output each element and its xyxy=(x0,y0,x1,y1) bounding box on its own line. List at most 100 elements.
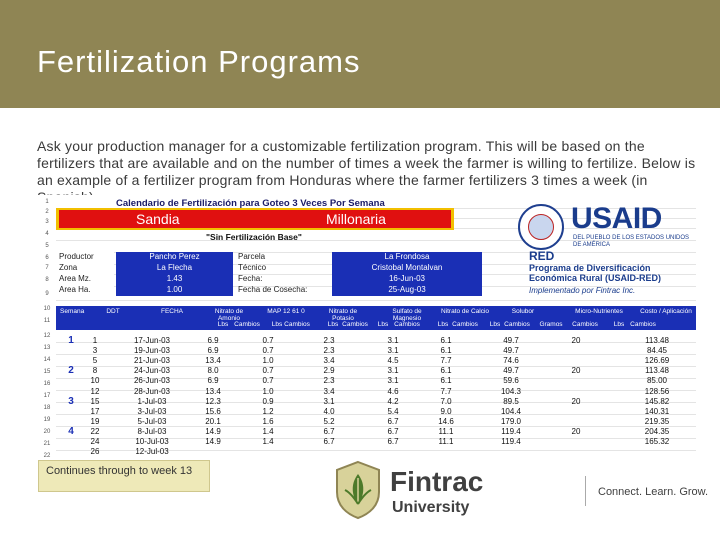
cell-na: 13.4 xyxy=(205,356,221,366)
cell-sol: 89.5 xyxy=(503,396,519,406)
cell-sm: 4.5 xyxy=(387,356,399,366)
slide-body-text: Ask your production manager for a custom… xyxy=(37,138,696,198)
cell-sm: 6.7 xyxy=(387,416,399,426)
cell-sol: 49.7 xyxy=(503,346,519,356)
cell-ddt: 12 xyxy=(90,386,100,396)
cell-ddt: 26 xyxy=(90,447,100,457)
cell-map: 0.7 xyxy=(262,336,274,345)
cell-sm: 6.7 xyxy=(387,426,399,436)
row-number: 20 xyxy=(43,429,51,435)
cell-fecha: 5-Jul-03 xyxy=(137,416,167,426)
red-wordmark: RED xyxy=(529,249,555,263)
cell-sol: 119.4 xyxy=(501,426,521,436)
title-bar: Fertilization Programs xyxy=(0,0,720,108)
cell-ddt: 24 xyxy=(90,437,100,446)
cell-nc: 7.7 xyxy=(440,386,452,396)
cell-costo: 165.32 xyxy=(644,437,670,446)
cell-map: 0.7 xyxy=(262,366,274,376)
info-label: Técnico xyxy=(238,263,267,272)
week-number: 3 xyxy=(68,395,74,407)
fertilization-spreadsheet: 1234567891011121314151617181920212223 Ca… xyxy=(38,195,698,457)
cell-nc: 7.7 xyxy=(440,356,452,366)
cell-mic: 20 xyxy=(571,366,581,376)
subheader-cambios: Cambios xyxy=(342,321,368,328)
cell-map: 0.7 xyxy=(262,376,274,386)
cell-sm: 3.1 xyxy=(387,376,399,386)
cell-map: 1.0 xyxy=(262,386,274,396)
subheader-cambios: Cambios xyxy=(234,321,260,328)
crop-name: Sandia xyxy=(136,211,180,227)
row-number: 7 xyxy=(45,265,49,271)
red-implementer: Implementado por Fintrac Inc. xyxy=(529,286,636,295)
row-number: 13 xyxy=(43,345,51,351)
row-number: 4 xyxy=(45,231,49,237)
subheader-lbs: Lbs xyxy=(377,321,389,328)
cell-sm: 4.6 xyxy=(387,386,399,396)
cell-na: 6.9 xyxy=(207,336,219,345)
info-label: Area Ha. xyxy=(56,285,114,296)
subheader-lbs: Lbs xyxy=(613,321,625,328)
crop-banner xyxy=(59,210,451,228)
cell-na: 8.0 xyxy=(207,366,219,376)
footer-divider xyxy=(585,476,586,506)
info-value: Cristobal Montalvan xyxy=(332,263,482,274)
cell-sol: 74.6 xyxy=(503,356,519,366)
column-header-solubor: Solubor xyxy=(511,308,535,315)
cell-fecha: 3-Jul-03 xyxy=(137,406,167,416)
cell-sol: 59.6 xyxy=(503,376,519,386)
cell-na: 12.3 xyxy=(205,396,221,406)
subheader-cambios: Cambios xyxy=(630,321,656,328)
continues-note: Continues through to week 13 xyxy=(38,460,210,492)
slide-title: Fertilization Programs xyxy=(37,44,361,79)
row-number: 5 xyxy=(45,243,49,249)
cell-sol: 104.3 xyxy=(500,386,522,396)
grid-line xyxy=(56,240,696,241)
cell-np: 2.9 xyxy=(323,366,335,376)
column-header-micro: Micro-Nutrientes xyxy=(575,308,623,315)
cell-na: 6.9 xyxy=(207,376,219,386)
cell-ddt: 15 xyxy=(90,396,100,406)
subheader-cambios: Cambios xyxy=(504,321,530,328)
row-number: 19 xyxy=(43,417,51,423)
subheader-lbs: Lbs xyxy=(217,321,229,328)
cell-costo: 128.56 xyxy=(644,386,670,396)
cell-nc: 6.1 xyxy=(440,336,452,345)
row-number: 15 xyxy=(43,369,51,375)
cell-nc: 6.1 xyxy=(440,346,452,356)
subheader-gramos: Gramos xyxy=(539,321,563,328)
cell-np: 5.2 xyxy=(323,416,335,426)
cell-costo: 84.45 xyxy=(646,346,668,356)
cell-map: 0.9 xyxy=(262,396,274,406)
column-header-nitrato-calcio: Nitrato de Calcio xyxy=(440,308,490,315)
cell-sm: 3.1 xyxy=(387,336,399,345)
row-number: 11 xyxy=(43,318,51,324)
cell-nc: 11.1 xyxy=(438,426,454,436)
cell-fecha: 24-Jun-03 xyxy=(133,366,171,376)
cell-mic: 20 xyxy=(571,426,581,436)
cell-na: 14.9 xyxy=(205,437,221,446)
cell-np: 2.3 xyxy=(323,376,335,386)
row-number: 17 xyxy=(43,393,51,399)
cell-fecha: 28-Jun-03 xyxy=(133,386,171,396)
cell-sm: 5.4 xyxy=(387,406,399,416)
cell-ddt: 19 xyxy=(90,416,100,426)
cell-sol: 119.4 xyxy=(501,437,521,446)
subheader-cambios: Cambios xyxy=(284,321,310,328)
column-header-nitrato-amonio: Nitrato de Amonio xyxy=(214,308,244,322)
cell-fecha: 10-Jul-03 xyxy=(135,437,169,446)
row-number: 14 xyxy=(43,357,51,363)
cell-np: 6.7 xyxy=(323,437,335,446)
column-header-costo: Costo / Aplicación xyxy=(640,308,692,315)
week-number: 1 xyxy=(68,335,74,346)
usaid-seal-icon xyxy=(518,204,564,250)
info-label: Area Mz. xyxy=(56,274,114,285)
info-value: 1.00 xyxy=(116,285,233,296)
cell-np: 3.1 xyxy=(323,396,335,406)
cell-nc: 6.1 xyxy=(440,376,452,386)
grid-line xyxy=(56,438,696,439)
fintrac-wordmark: Fintrac xyxy=(390,466,484,497)
column-header-map: MAP 12 61 0 xyxy=(267,308,305,315)
cell-ddt: 1 xyxy=(92,336,98,345)
usaid-tagline: DEL PUEBLO DE LOS ESTADOS UNIDOS DE AMÉR… xyxy=(573,235,690,248)
cell-map: 1.6 xyxy=(262,416,274,426)
